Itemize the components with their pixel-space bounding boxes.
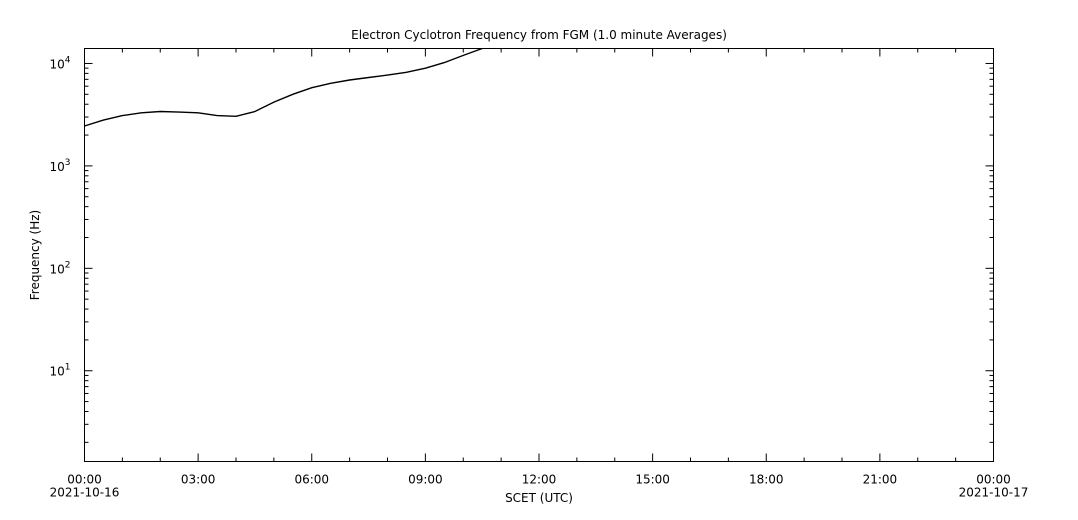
plot-frame <box>84 48 994 462</box>
x-tick-label: 06:00 <box>294 473 329 487</box>
series-line <box>84 47 483 127</box>
x-tick-label: 18:00 <box>749 473 784 487</box>
chart-title: Electron Cyclotron Frequency from FGM (1… <box>351 28 727 42</box>
x-tick-label: 21:00 <box>863 473 898 487</box>
x-tick-label: 03:00 <box>181 473 216 487</box>
y-tick-label: 102 <box>49 260 70 276</box>
y-axis: 101 102 103 104 <box>49 55 994 443</box>
x-tick-date-label: 2021-10-17 <box>959 486 1029 500</box>
x-tick-date-label: 2021-10-16 <box>50 486 120 500</box>
x-tick-label: 12:00 <box>522 473 557 487</box>
y-axis-label: Frequency (Hz) <box>28 210 42 301</box>
x-tick-label: 15:00 <box>635 473 670 487</box>
y-tick-label: 103 <box>49 158 70 174</box>
x-tick-label: 00:00 <box>976 473 1011 487</box>
y-tick-label: 104 <box>49 55 70 71</box>
x-tick-label: 09:00 <box>408 473 443 487</box>
series-layer <box>84 47 483 127</box>
x-axis-label: SCET (UTC) <box>505 491 573 505</box>
x-tick-label: 00:00 <box>67 473 102 487</box>
y-tick-label: 101 <box>49 363 70 379</box>
